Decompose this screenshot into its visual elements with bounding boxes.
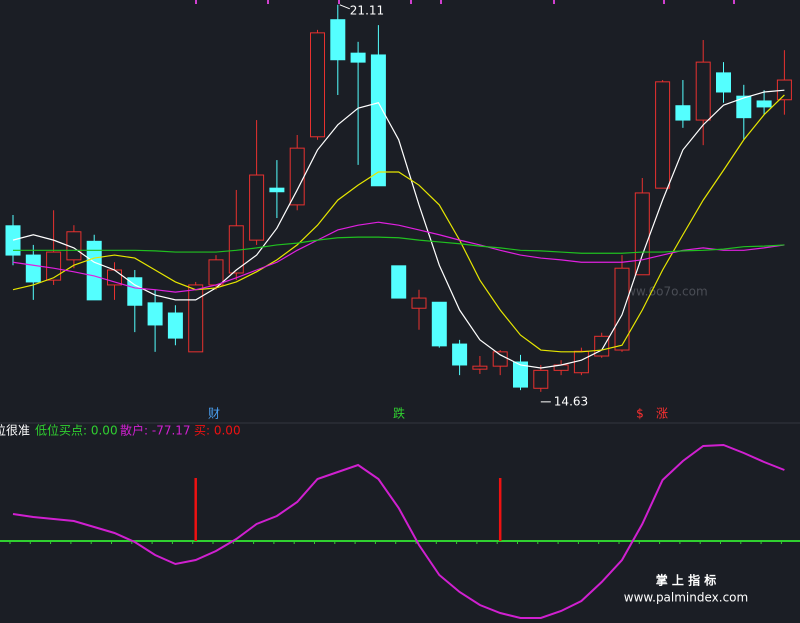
legend-text: 散户: -77.17 — [120, 423, 191, 438]
candle-body — [695, 61, 711, 121]
candle-body — [310, 32, 325, 138]
candle-body — [370, 54, 386, 187]
ma-line — [12, 221, 785, 293]
candle-body — [249, 174, 265, 241]
legend-text: 位很准 — [0, 423, 30, 438]
candle-body — [431, 301, 447, 347]
signal: 跌 — [393, 406, 405, 421]
max-arrow — [339, 4, 350, 10]
candle-body — [614, 267, 630, 351]
candle-body — [107, 269, 122, 286]
candle-body — [330, 19, 346, 61]
candle-body — [46, 251, 62, 281]
ma-line — [13, 236, 785, 254]
candle-body — [350, 52, 366, 63]
candle-body — [452, 343, 468, 366]
candle-body — [208, 259, 224, 286]
ma-line — [12, 94, 785, 353]
indicator-line — [12, 443, 785, 619]
candle-body — [167, 312, 183, 339]
signal: 财 — [208, 407, 220, 421]
candle-body — [716, 72, 731, 93]
signal: 涨 — [656, 406, 668, 421]
candle-body — [127, 277, 143, 306]
candle-body — [513, 361, 528, 388]
candle-body — [533, 369, 549, 389]
watermark: www.6o7o.com — [616, 285, 707, 299]
candle-body — [25, 254, 41, 283]
candle-body — [86, 240, 102, 301]
candle-body — [5, 225, 21, 256]
candle-body — [188, 284, 204, 353]
candle-body — [147, 302, 163, 326]
max-label: 21.11 — [350, 3, 384, 17]
candle-body — [411, 297, 427, 309]
signal: $ — [636, 407, 644, 421]
candle-body — [289, 147, 305, 206]
min-label: 14.63 — [554, 394, 588, 408]
candle-body — [736, 95, 752, 119]
legend-text: 低位买点: 0.00 — [35, 423, 118, 438]
candle-body — [655, 81, 671, 189]
candle-body — [675, 105, 691, 121]
site: www.palmindex.com — [624, 591, 748, 605]
candle-body — [634, 192, 650, 276]
legend-text: 买: 0.00 — [194, 424, 241, 438]
candle-body — [492, 351, 508, 367]
top-dots — [195, 0, 735, 4]
candle-body — [776, 79, 792, 101]
candle-body — [391, 265, 407, 299]
candle-body — [573, 350, 589, 374]
candle-body — [756, 100, 772, 108]
brand: 掌 上 指 标 — [656, 573, 717, 588]
candle-body — [472, 365, 488, 370]
candle-body — [594, 335, 610, 357]
candle-body — [269, 187, 285, 193]
